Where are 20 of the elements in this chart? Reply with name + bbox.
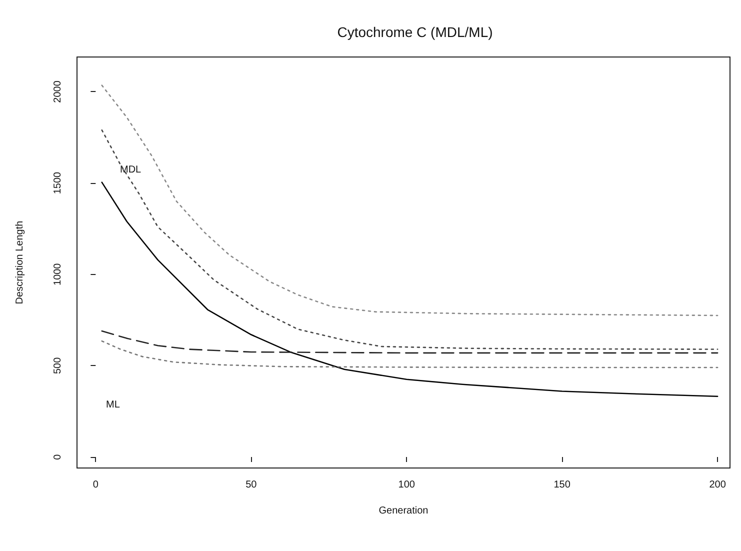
y-axis-title: Description Length <box>14 220 26 304</box>
x-tick-label: 100 <box>398 480 416 490</box>
y-tick-label: 1500 <box>52 171 64 194</box>
line-series <box>101 340 718 368</box>
y-tick-label: 500 <box>52 356 64 374</box>
line-series <box>101 84 718 316</box>
annotation: ML <box>106 400 120 410</box>
x-axis-title: Generation <box>378 506 428 516</box>
y-tick-label: 0 <box>52 454 64 460</box>
annotation: MDL <box>120 164 142 176</box>
line-series <box>101 129 718 350</box>
x-tick-label: 150 <box>554 480 571 490</box>
x-tick-label: 50 <box>246 480 258 490</box>
chart-title: Cytochrome C (MDL/ML) <box>337 24 493 40</box>
y-tick-label: 1000 <box>52 262 64 286</box>
line-series <box>101 330 718 354</box>
x-tick-label: 200 <box>709 480 726 490</box>
x-tick-label: 0 <box>92 480 99 490</box>
y-tick-label: 2000 <box>52 80 64 103</box>
line-series <box>101 182 718 398</box>
